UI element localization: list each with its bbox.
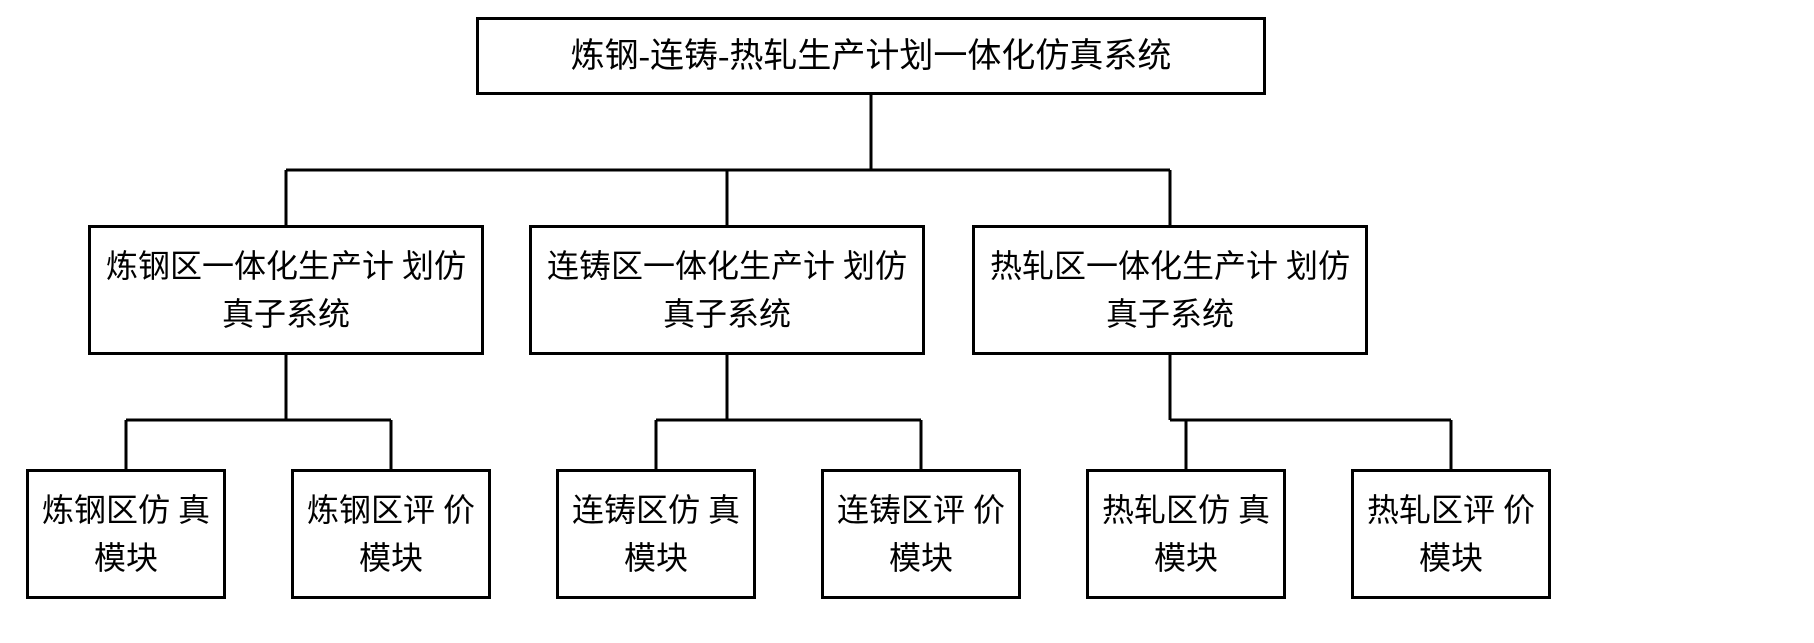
- node-mid2: 连铸区一体化生产计 划仿真子系统: [529, 225, 925, 355]
- node-mid3: 热轧区一体化生产计 划仿真子系统: [972, 225, 1368, 355]
- node-leaf2: 炼钢区评 价模块: [291, 469, 491, 599]
- node-mid1: 炼钢区一体化生产计 划仿真子系统: [88, 225, 484, 355]
- node-leaf1: 炼钢区仿 真模块: [26, 469, 226, 599]
- node-leaf5: 热轧区仿 真模块: [1086, 469, 1286, 599]
- node-root: 炼钢-连铸-热轧生产计划一体化仿真系统: [476, 17, 1266, 95]
- node-leaf3: 连铸区仿 真模块: [556, 469, 756, 599]
- node-leaf4: 连铸区评 价模块: [821, 469, 1021, 599]
- node-leaf6: 热轧区评 价模块: [1351, 469, 1551, 599]
